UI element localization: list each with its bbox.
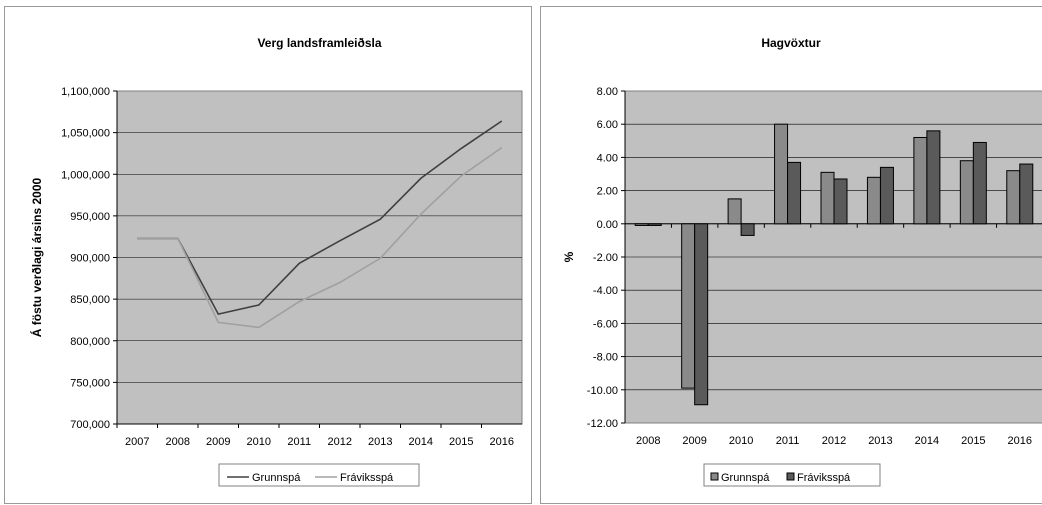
y-tick-label: 1,000,000 (61, 169, 110, 181)
x-tick-label: 2015 (449, 436, 473, 448)
bar-fraviksspa (787, 161, 802, 225)
x-tick-label: 2008 (636, 435, 660, 447)
x-tick-label: 2015 (961, 435, 985, 447)
bar-grunnspa (959, 160, 974, 225)
legend-label-grunnspa: Grunnspá (252, 472, 301, 484)
bar-grunnspa (1006, 170, 1021, 225)
bar-fraviksspa (647, 223, 662, 226)
y-tick-label: -12.00 (587, 418, 618, 430)
x-tick-label: 2007 (125, 436, 149, 448)
y-tick-label: 850,000 (70, 294, 110, 306)
y-tick-label: 1,100,000 (61, 86, 110, 98)
y-tick-label: 0.00 (597, 219, 618, 231)
legend (218, 463, 420, 487)
y-tick-label: -10.00 (587, 385, 618, 397)
chart-title: Verg landsframleiðsla (257, 36, 381, 50)
y-tick-label: 8.00 (597, 86, 618, 98)
growth-bar-chart: Hagvöxtur 8.00 6.00 4.00 2.00 0.00 -2.00 -4.00 -… (562, 36, 1042, 487)
y-tick-label: 950,000 (70, 211, 110, 223)
bar-fraviksspa (1019, 163, 1034, 225)
bar-fraviksspa (694, 223, 709, 406)
gdp-chart-panel: Verg landsframleiðsla 700,000 750,000 800,0… (4, 6, 532, 504)
x-tick-label: 2009 (206, 436, 230, 448)
x-tick-label: 2016 (1008, 435, 1032, 447)
y-tick-label: 2.00 (597, 186, 618, 198)
legend-label-grunnspa: Grunnspá (721, 472, 770, 484)
bar-grunnspa (727, 198, 742, 225)
x-tick-label: 2013 (868, 435, 892, 447)
x-tick-label: 2012 (328, 436, 352, 448)
y-tick-label: 4.00 (597, 152, 618, 164)
y-axis-label: % (562, 251, 576, 262)
y-tick-label: -2.00 (593, 252, 618, 264)
series-line-fraviksspa (137, 146, 503, 329)
x-tick-label: 2013 (368, 436, 392, 448)
y-tick-label: 900,000 (70, 253, 110, 265)
x-tick-label: 2010 (247, 436, 271, 448)
y-axis-label: Á föstu verðlagi ársins 2000 (29, 177, 44, 337)
legend-label-fraviksspa: Fráviksspá (797, 472, 851, 484)
x-tick-label: 2011 (287, 436, 311, 448)
chart-title: Hagvöxtur (761, 36, 821, 50)
x-tick-label: 2014 (409, 436, 433, 448)
bar-fraviksspa (926, 130, 941, 225)
series-line-grunnspa (137, 120, 503, 316)
growth-chart-panel: Hagvöxtur 8.00 6.00 4.00 2.00 0.00 -2.00 -4.00 -… (540, 6, 1042, 504)
bar-fraviksspa (833, 178, 848, 225)
x-tick-label: 2008 (166, 436, 190, 448)
y-tick-label: -4.00 (593, 285, 618, 297)
x-tick-label: 2009 (682, 435, 706, 447)
y-tick-label: 1,050,000 (61, 128, 110, 140)
bar-fraviksspa (972, 141, 987, 225)
bar-fraviksspa (879, 166, 894, 225)
bar-fraviksspa (740, 223, 755, 236)
x-tick-label: 2016 (490, 436, 514, 448)
legend-swatch-fraviksspa (786, 472, 795, 481)
x-tick-label: 2014 (915, 435, 939, 447)
gdp-line-chart: Verg landsframleiðsla 700,000 750,000 800,0… (29, 36, 523, 487)
x-tick-label: 2011 (776, 435, 800, 447)
y-tick-label: 750,000 (70, 377, 110, 389)
x-tick-label: 2012 (822, 435, 846, 447)
bar-grunnspa (913, 136, 928, 225)
y-tick-label: 800,000 (70, 336, 110, 348)
x-tick-label: 2010 (729, 435, 753, 447)
legend-swatch-grunnspa (710, 472, 719, 481)
bar-grunnspa (774, 123, 789, 225)
y-tick-label: 6.00 (597, 119, 618, 131)
bar-grunnspa (820, 171, 835, 225)
legend-label-fraviksspa: Fráviksspá (340, 472, 394, 484)
bar-grunnspa (866, 176, 881, 225)
bar-grunnspa (634, 223, 649, 226)
y-tick-label: 700,000 (70, 419, 110, 431)
y-tick-label: -6.00 (593, 318, 618, 330)
y-tick-label: -8.00 (593, 352, 618, 364)
bar-grunnspa (681, 223, 696, 389)
